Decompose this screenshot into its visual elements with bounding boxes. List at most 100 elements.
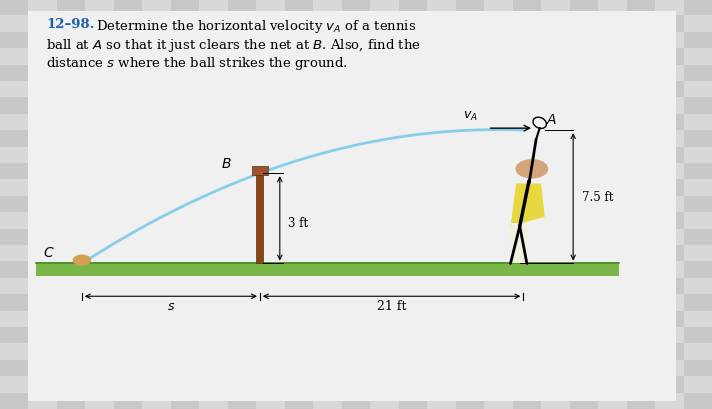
Bar	[57, 376, 85, 393]
Bar	[28, 278, 57, 294]
Bar	[655, 147, 684, 164]
Bar	[142, 16, 171, 33]
Bar	[342, 213, 370, 229]
Bar	[399, 245, 427, 262]
Bar	[199, 164, 228, 180]
Bar	[285, 147, 313, 164]
Bar	[85, 262, 114, 278]
Bar	[285, 213, 313, 229]
Bar	[114, 164, 142, 180]
Bar	[541, 376, 570, 393]
Bar	[28, 115, 57, 131]
Bar	[0, 180, 28, 196]
Bar	[256, 393, 285, 409]
Bar	[0, 213, 28, 229]
Bar	[199, 294, 228, 311]
Bar	[456, 294, 484, 311]
Bar	[28, 164, 57, 180]
Bar	[370, 82, 399, 98]
Bar	[28, 65, 57, 82]
Bar	[85, 147, 114, 164]
Bar	[171, 344, 199, 360]
Bar	[627, 311, 655, 327]
Bar	[456, 0, 484, 16]
Bar	[285, 196, 313, 213]
Bar	[627, 196, 655, 213]
Bar	[484, 147, 513, 164]
Bar	[655, 229, 684, 245]
Bar	[655, 196, 684, 213]
Bar	[342, 327, 370, 344]
Bar	[570, 294, 598, 311]
Polygon shape	[511, 224, 527, 264]
Bar	[684, 327, 712, 344]
Bar	[28, 196, 57, 213]
Bar	[399, 376, 427, 393]
Bar	[199, 33, 228, 49]
Bar	[228, 245, 256, 262]
Bar	[627, 147, 655, 164]
Bar	[114, 229, 142, 245]
Bar	[228, 278, 256, 294]
Bar	[57, 327, 85, 344]
Bar	[598, 262, 627, 278]
Bar	[171, 245, 199, 262]
Bar	[456, 65, 484, 82]
Bar	[0, 82, 28, 98]
Bar	[85, 278, 114, 294]
Bar	[655, 393, 684, 409]
Bar	[85, 393, 114, 409]
Bar	[570, 311, 598, 327]
Bar	[484, 98, 513, 115]
Bar	[85, 245, 114, 262]
Bar	[627, 360, 655, 376]
Bar	[114, 278, 142, 294]
Bar	[370, 213, 399, 229]
Bar	[427, 33, 456, 49]
Bar	[541, 33, 570, 49]
Bar	[57, 245, 85, 262]
Bar	[313, 98, 342, 115]
Bar	[0, 262, 28, 278]
Bar	[57, 98, 85, 115]
Bar	[171, 196, 199, 213]
Bar	[484, 262, 513, 278]
Bar	[228, 147, 256, 164]
Bar	[0, 65, 28, 82]
Bar	[57, 262, 85, 278]
Bar	[598, 49, 627, 65]
Bar	[513, 311, 541, 327]
Bar	[570, 164, 598, 180]
Bar	[456, 16, 484, 33]
Bar	[256, 0, 285, 16]
Bar	[684, 262, 712, 278]
Bar	[598, 82, 627, 98]
Bar	[598, 294, 627, 311]
Bar	[28, 180, 57, 196]
Polygon shape	[511, 184, 545, 227]
Bar	[228, 82, 256, 98]
Bar	[0, 49, 28, 65]
Bar	[199, 82, 228, 98]
Bar	[313, 82, 342, 98]
Bar	[427, 393, 456, 409]
Bar	[399, 278, 427, 294]
Bar	[285, 393, 313, 409]
Bar	[199, 65, 228, 82]
Bar	[142, 245, 171, 262]
Bar	[142, 49, 171, 65]
Bar	[0, 393, 28, 409]
Bar	[57, 213, 85, 229]
Bar	[285, 115, 313, 131]
Bar	[484, 65, 513, 82]
Bar	[228, 115, 256, 131]
Bar	[598, 327, 627, 344]
Bar	[256, 147, 285, 164]
Bar	[256, 98, 285, 115]
Bar	[313, 16, 342, 33]
Bar	[313, 49, 342, 65]
Bar	[513, 294, 541, 311]
Bar	[456, 213, 484, 229]
Bar	[57, 164, 85, 180]
Bar	[513, 344, 541, 360]
